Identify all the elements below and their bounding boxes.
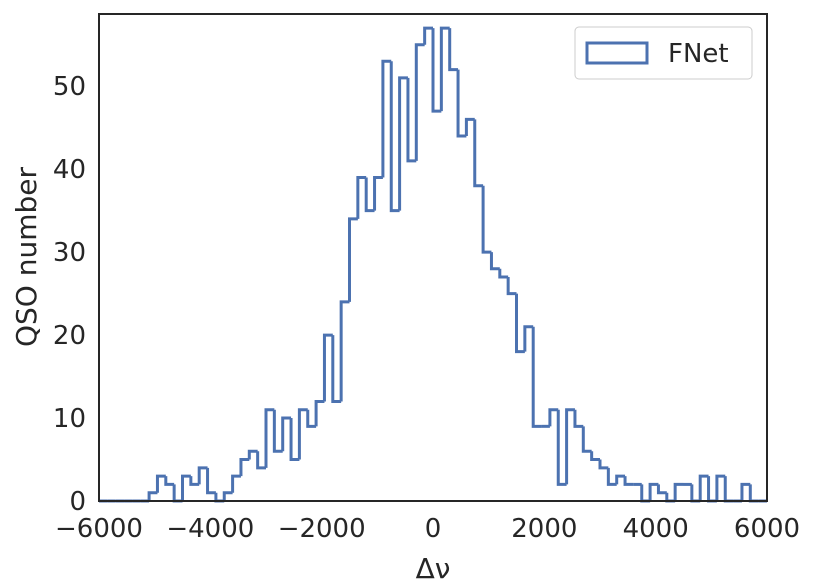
y-tick-label: 10 bbox=[53, 404, 86, 434]
histogram-bin bbox=[197, 466, 208, 485]
histogram-bin bbox=[723, 476, 734, 503]
y-axis-label: QSO number bbox=[10, 166, 43, 347]
histogram-bin bbox=[339, 300, 350, 402]
histogram-bin bbox=[464, 117, 475, 136]
histogram-bin bbox=[189, 476, 200, 486]
histogram-bin bbox=[164, 476, 175, 486]
histogram-bin bbox=[623, 476, 634, 486]
y-tick-label: 30 bbox=[53, 238, 86, 268]
histogram-bin bbox=[281, 416, 292, 452]
axes-frame bbox=[98, 13, 768, 502]
x-axis-ticks: −6000 −4000 −2000 0 2000 4000 6000 bbox=[55, 514, 800, 544]
y-tick-label: 0 bbox=[69, 487, 86, 517]
histogram-bin bbox=[322, 333, 333, 402]
y-tick-label: 50 bbox=[53, 72, 86, 102]
histogram-bin bbox=[348, 217, 358, 302]
x-axis-label: Δν bbox=[416, 552, 451, 585]
histogram-bin bbox=[489, 252, 500, 271]
histogram-bin bbox=[481, 185, 492, 254]
histogram-bin bbox=[673, 482, 684, 501]
legend-swatch bbox=[585, 41, 649, 65]
x-tick-label: 4000 bbox=[623, 514, 689, 544]
x-tick-label: 6000 bbox=[734, 514, 800, 544]
histogram-bin bbox=[523, 325, 534, 352]
histogram-bin bbox=[356, 175, 367, 219]
histogram-bin bbox=[147, 491, 158, 501]
histogram-bin bbox=[556, 409, 567, 486]
histogram-bin bbox=[155, 474, 166, 493]
legend-label: FNet bbox=[668, 39, 729, 69]
x-tick-label: −4000 bbox=[166, 514, 254, 544]
histogram-bin bbox=[398, 76, 408, 211]
histogram-bin bbox=[515, 293, 525, 354]
histogram-bin bbox=[615, 474, 626, 485]
histogram-bin bbox=[548, 408, 559, 427]
histogram-bin bbox=[715, 474, 726, 501]
histogram-bin bbox=[656, 484, 667, 495]
histogram-bin bbox=[264, 408, 275, 468]
histogram-bin bbox=[247, 449, 258, 460]
histogram-bin bbox=[414, 43, 425, 161]
histogram-bin bbox=[648, 482, 659, 501]
histogram-bin bbox=[272, 409, 283, 453]
histogram-bin bbox=[698, 474, 709, 501]
histogram-bin bbox=[306, 409, 317, 428]
histogram-bin bbox=[206, 467, 216, 495]
legend-box bbox=[574, 26, 753, 80]
histogram-bin bbox=[506, 276, 517, 296]
histogram-bin bbox=[364, 177, 375, 213]
histogram-bin bbox=[381, 59, 392, 178]
y-tick-label: 20 bbox=[53, 321, 86, 351]
y-tick-label: 40 bbox=[53, 155, 86, 185]
histogram-bin bbox=[256, 451, 266, 470]
histogram-bin bbox=[473, 119, 484, 188]
plot-area bbox=[99, 26, 767, 503]
histogram-bin bbox=[289, 418, 300, 462]
histogram-bin bbox=[565, 408, 575, 485]
x-tick-label: −2000 bbox=[278, 514, 366, 544]
histogram-bin bbox=[531, 326, 542, 428]
legend: FNet bbox=[574, 26, 753, 80]
histogram-bin bbox=[498, 268, 509, 279]
histogram-bin bbox=[406, 77, 417, 163]
histogram-bin bbox=[748, 484, 759, 503]
histogram-bin bbox=[373, 175, 383, 211]
histogram-bin bbox=[439, 26, 450, 112]
histogram-bin bbox=[239, 458, 250, 477]
histogram-bin bbox=[231, 474, 241, 493]
histogram-bin bbox=[423, 26, 433, 45]
histogram-bin bbox=[456, 69, 467, 138]
histogram-bin bbox=[573, 409, 584, 428]
x-tick-label: 2000 bbox=[511, 514, 577, 544]
histogram-bin bbox=[314, 399, 325, 427]
histogram-bin bbox=[181, 474, 191, 501]
histogram-bin bbox=[606, 467, 617, 486]
histogram-bin bbox=[389, 61, 400, 213]
x-tick-label: 0 bbox=[425, 514, 442, 544]
histogram-bin bbox=[590, 451, 600, 462]
histogram-bin bbox=[581, 426, 592, 453]
histogram-bin bbox=[598, 459, 609, 470]
histogram-bin bbox=[448, 28, 459, 72]
histogram-bin bbox=[431, 28, 442, 113]
y-axis-ticks: 0 10 20 30 40 50 bbox=[53, 72, 86, 517]
histogram-bin bbox=[331, 335, 342, 403]
histogram-bin bbox=[740, 482, 751, 501]
x-tick-label: −6000 bbox=[55, 514, 143, 544]
histogram-bin bbox=[297, 408, 308, 460]
histogram-bin bbox=[222, 491, 233, 501]
